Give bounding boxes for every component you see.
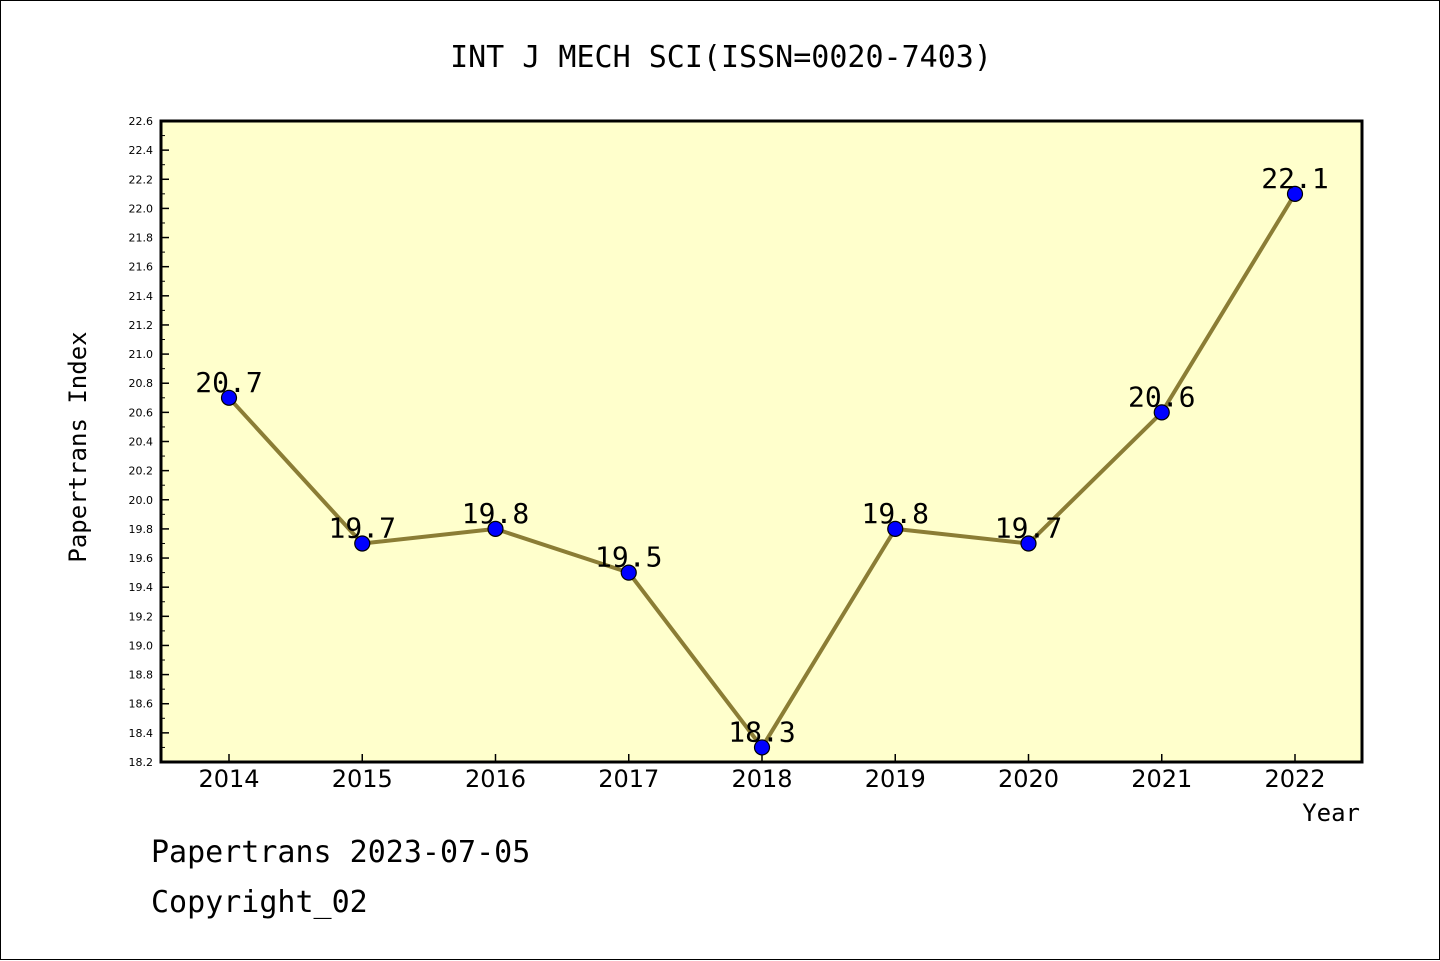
x-tick-label: 2022 xyxy=(1264,765,1325,793)
y-tick-label: 19.0 xyxy=(129,639,154,652)
y-axis-label: Papertrans Index xyxy=(64,331,92,562)
x-tick-label: 2021 xyxy=(1131,765,1192,793)
y-tick-label: 22.4 xyxy=(129,144,154,157)
data-label: 20.7 xyxy=(195,366,262,399)
y-tick-label: 18.4 xyxy=(129,727,154,740)
y-tick-label: 20.2 xyxy=(129,465,154,478)
y-tick-label: 22.2 xyxy=(129,173,154,186)
y-axis-ticks: 18.2 18.4 18.6 18.8 19.0 19.2 19.4 19.6 19.8 20.0… xyxy=(129,115,169,769)
data-labels: 20.7 19.7 19.8 19.5 18.3 19.8 19.7 20.6 22.1 xyxy=(195,162,1328,749)
y-tick-label: 18.6 xyxy=(129,698,154,711)
data-label: 19.8 xyxy=(862,497,929,530)
y-tick-label: 21.0 xyxy=(129,348,154,361)
data-label: 19.8 xyxy=(462,497,529,530)
y-tick-label: 22.0 xyxy=(129,202,154,215)
y-tick-label: 22.6 xyxy=(129,115,154,128)
data-label: 22.1 xyxy=(1261,162,1328,195)
y-tick-label: 20.0 xyxy=(129,494,154,507)
data-label: 19.5 xyxy=(595,541,662,574)
y-tick-label: 19.2 xyxy=(129,610,154,623)
y-tick-label: 19.6 xyxy=(129,552,154,565)
footer-date: Papertrans 2023-07-05 xyxy=(151,835,531,870)
data-point xyxy=(1286,185,1304,202)
y-tick-label: 21.2 xyxy=(129,319,154,332)
data-point xyxy=(1020,535,1037,552)
data-label: 18.3 xyxy=(728,715,795,748)
data-label: 19.7 xyxy=(329,511,396,544)
x-tick-label: 2017 xyxy=(598,765,659,793)
data-point xyxy=(753,739,771,756)
y-tick-label: 21.8 xyxy=(129,232,154,245)
x-tick-label: 2016 xyxy=(465,765,526,793)
data-label: 20.6 xyxy=(1128,380,1195,413)
data-point xyxy=(220,389,238,406)
y-tick-label: 19.4 xyxy=(129,581,154,594)
plot-area xyxy=(159,119,1364,764)
x-tick-label: 2014 xyxy=(198,765,259,793)
data-point xyxy=(887,520,904,538)
data-point xyxy=(1153,404,1170,421)
y-tick-label: 21.6 xyxy=(129,261,154,274)
chart-title: INT J MECH SCI(ISSN=0020-7403) xyxy=(450,40,992,75)
y-tick-label: 20.4 xyxy=(129,436,154,449)
data-point xyxy=(487,520,504,538)
data-point xyxy=(354,535,371,552)
data-point xyxy=(620,564,637,581)
y-tick-label: 18.2 xyxy=(129,756,154,769)
y-tick-label: 21.4 xyxy=(129,290,154,303)
y-tick-label: 20.8 xyxy=(129,377,154,390)
x-tick-label: 2019 xyxy=(865,765,926,793)
y-tick-label: 18.8 xyxy=(129,669,154,682)
y-tick-label: 20.6 xyxy=(129,406,154,419)
footer-copyright: Copyright_02 xyxy=(151,885,368,920)
x-tick-label: 2015 xyxy=(332,765,393,793)
series-markers xyxy=(220,185,1304,756)
x-axis-ticks: 2014 2015 2016 2017 2018 2019 2020 2021 2022 xyxy=(198,754,1326,793)
x-axis-label: Year xyxy=(1302,799,1360,827)
data-label: 19.7 xyxy=(995,511,1062,544)
x-tick-label: 2018 xyxy=(731,765,792,793)
x-tick-label: 2020 xyxy=(998,765,1059,793)
y-tick-label: 19.8 xyxy=(129,523,154,536)
